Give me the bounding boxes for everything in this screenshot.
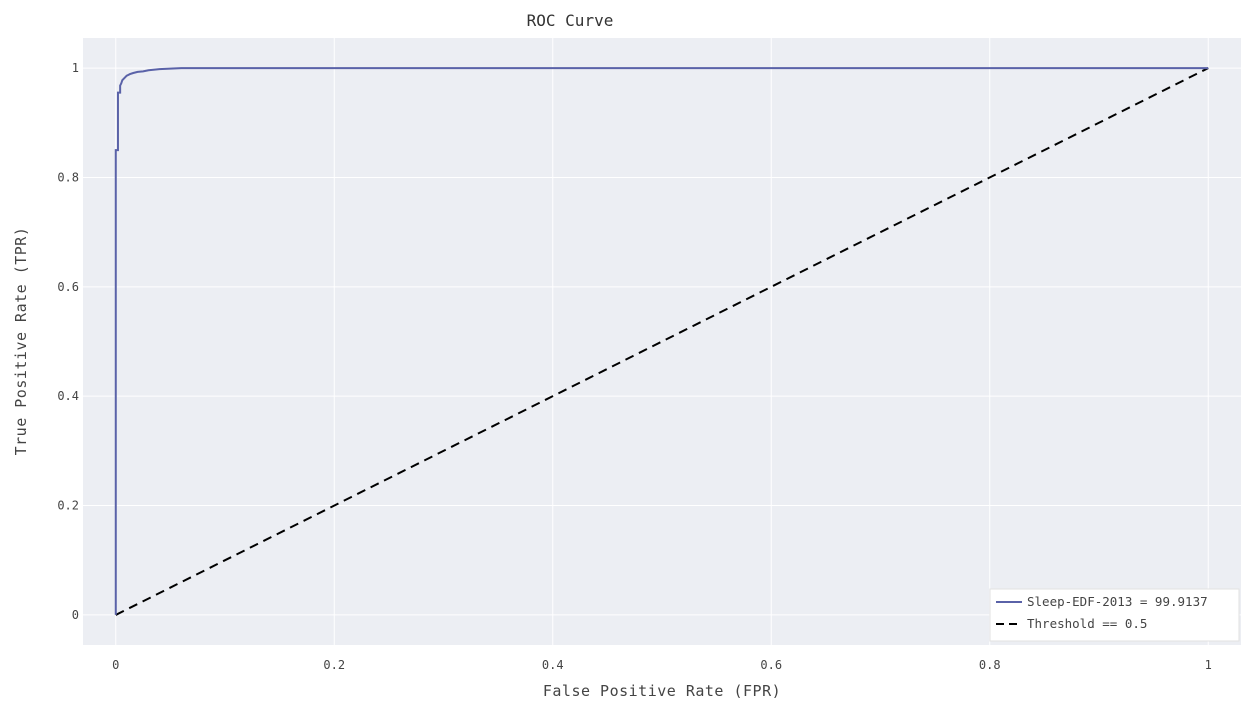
- threshold-line: [115, 67, 1209, 616]
- plot-background: [83, 38, 1241, 645]
- y-tick-label: 1: [72, 61, 79, 75]
- y-tick-label: 0: [72, 608, 79, 622]
- legend: Sleep-EDF-2013 = 99.9137 Threshold == 0.…: [989, 588, 1240, 642]
- x-tick-label: 0.4: [542, 658, 564, 672]
- x-axis-title: False Positive Rate (FPR): [543, 682, 781, 700]
- y-tick-label: 0.4: [57, 389, 79, 403]
- x-tick-label: 0.6: [760, 658, 782, 672]
- x-tick-label: 0.2: [323, 658, 345, 672]
- roc-curve-line: [114, 67, 1209, 615]
- x-tick-label: 1: [1205, 658, 1212, 672]
- series-layer: [114, 67, 1209, 616]
- y-tick-label: 0.6: [57, 280, 79, 294]
- legend-label-threshold: Threshold == 0.5: [1027, 616, 1147, 631]
- y-axis-title: True Positive Rate (TPR): [12, 227, 30, 456]
- x-tick-label: 0.8: [979, 658, 1001, 672]
- x-tick-label: 0: [112, 658, 119, 672]
- legend-box: [989, 588, 1240, 642]
- chart-title: ROC Curve: [527, 11, 614, 30]
- y-tick-labels: 0 0.2 0.4 0.6 0.8 1: [57, 61, 79, 622]
- y-tick-label: 0.2: [57, 499, 79, 513]
- x-tick-labels: 0 0.2 0.4 0.6 0.8 1: [112, 658, 1212, 672]
- y-tick-label: 0.8: [57, 170, 79, 184]
- legend-label-sleep-edf: Sleep-EDF-2013 = 99.9137: [1027, 594, 1208, 609]
